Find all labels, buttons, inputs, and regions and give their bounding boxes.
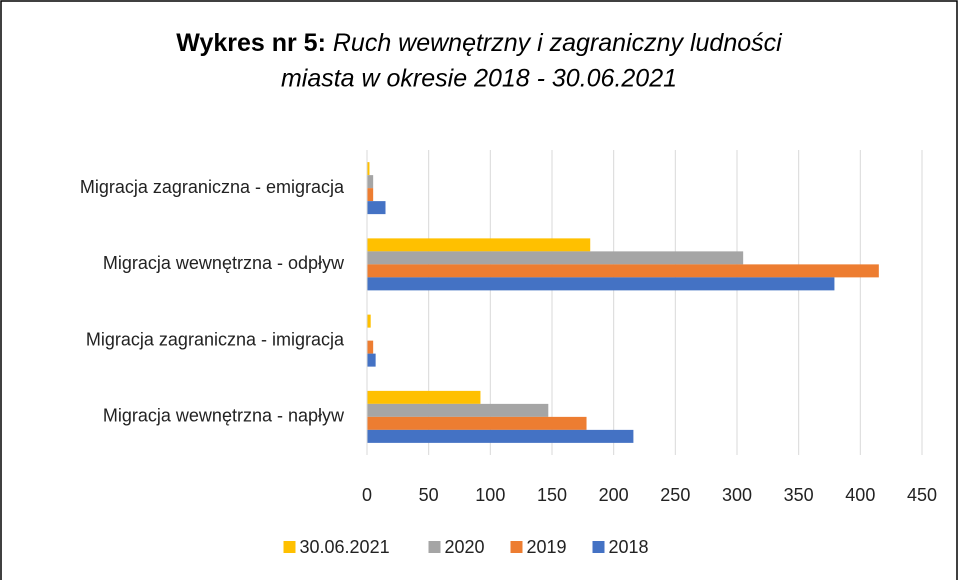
bar bbox=[367, 340, 374, 354]
bar bbox=[367, 416, 587, 430]
bar bbox=[367, 251, 744, 265]
chart-title: Wykres nr 5: Ruch wewnętrzny i zagranicz… bbox=[176, 29, 783, 57]
legend-label: 2019 bbox=[527, 537, 567, 557]
x-tick-label: 200 bbox=[599, 485, 629, 505]
bar bbox=[367, 429, 634, 443]
x-tick-label: 50 bbox=[419, 485, 439, 505]
legend-swatch bbox=[592, 541, 605, 553]
legend-swatch bbox=[283, 541, 296, 553]
title-label: Wykres nr 5: bbox=[176, 29, 326, 57]
x-tick-label: 0 bbox=[362, 485, 372, 505]
bar bbox=[367, 175, 374, 189]
legend-swatch bbox=[428, 541, 441, 553]
bar bbox=[367, 162, 370, 176]
x-tick-label: 150 bbox=[537, 485, 567, 505]
bar bbox=[367, 201, 386, 215]
legend-label: 30.06.2021 bbox=[300, 537, 390, 557]
legend-swatch bbox=[510, 541, 523, 553]
y-tick-label: Migracja wewnętrzna - odpływ bbox=[103, 253, 345, 273]
legend-label: 2020 bbox=[445, 537, 485, 557]
chart-title: miasta w okresie 2018 - 30.06.2021 bbox=[281, 65, 677, 93]
bar bbox=[367, 390, 481, 404]
y-tick-label: Migracja zagraniczna - imigracja bbox=[86, 329, 345, 349]
y-tick-label: Migracja zagraniczna - emigracja bbox=[80, 177, 345, 197]
x-tick-label: 400 bbox=[845, 485, 875, 505]
x-tick-label: 250 bbox=[660, 485, 690, 505]
x-tick-label: 300 bbox=[722, 485, 752, 505]
legend-label: 2018 bbox=[609, 537, 649, 557]
bar bbox=[367, 403, 549, 417]
bar bbox=[367, 277, 835, 291]
x-tick-label: 100 bbox=[475, 485, 505, 505]
y-tick-label: Migracja wewnętrzna - napływ bbox=[103, 406, 345, 426]
bar bbox=[367, 188, 374, 202]
x-tick-label: 450 bbox=[907, 485, 937, 505]
title-line: Ruch wewnętrzny i zagraniczny ludności bbox=[333, 29, 783, 57]
bar bbox=[367, 264, 879, 278]
bar bbox=[367, 238, 591, 252]
x-tick-label: 350 bbox=[784, 485, 814, 505]
title-line bbox=[326, 29, 333, 57]
bar bbox=[367, 353, 376, 367]
bar bbox=[367, 314, 371, 328]
